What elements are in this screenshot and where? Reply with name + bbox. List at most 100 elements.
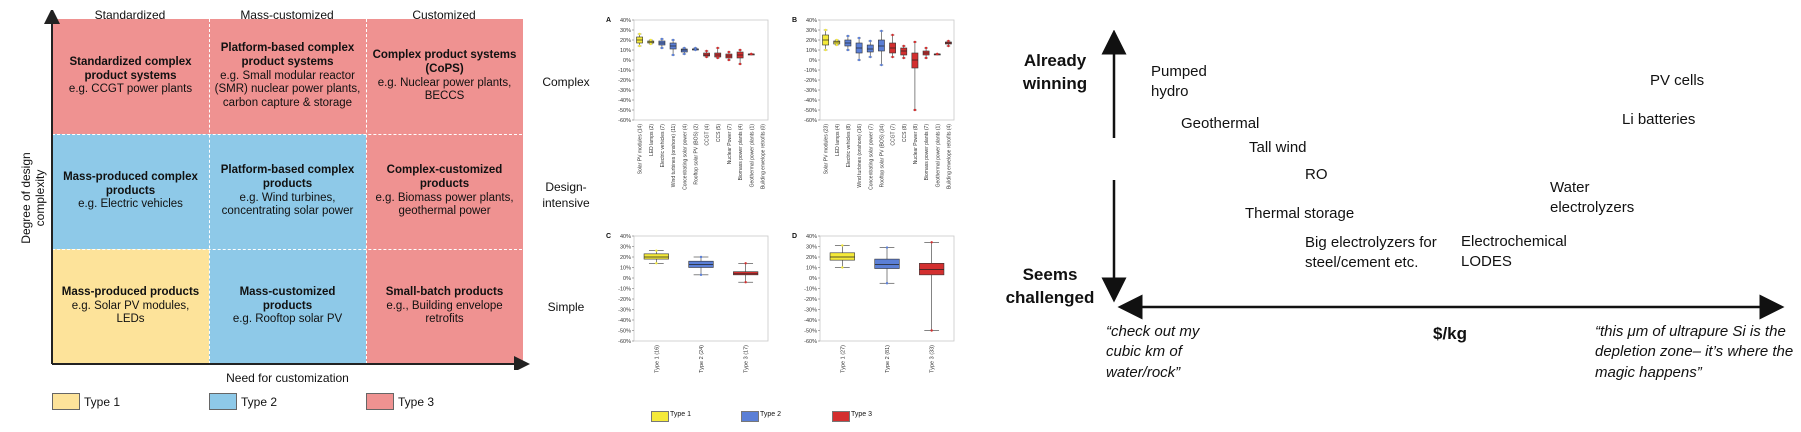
diagram-axes [1101, 30, 1785, 320]
data-point [649, 38, 652, 42]
plot-area [819, 19, 955, 121]
box-iqr [643, 253, 669, 260]
y-tick-label: 40% [620, 18, 631, 24]
data-point [655, 249, 658, 252]
col-header-standardized: Standardized [94, 8, 166, 22]
data-point [638, 44, 641, 48]
cell-example: e.g. Solar PV modules, LEDs [71, 299, 190, 326]
cell-title: Standardized complex product systems [69, 55, 192, 82]
category-label: Rooftop solar PV (BOS) (2) [693, 124, 699, 185]
category-label: Concentrating solar power (4) [682, 124, 688, 190]
data-point [913, 108, 917, 112]
category-label: LED lamps (4) [835, 124, 841, 156]
data-point [649, 42, 652, 46]
data-point [947, 44, 950, 48]
chart-legend-label-type1: Type 1 [670, 411, 692, 418]
cell-example: e.g. Electric vehicles [78, 198, 183, 211]
legend-label-type2: Type 2 [241, 395, 278, 409]
y-tick-label: 20% [620, 38, 631, 44]
grid-divider [209, 19, 210, 364]
y-bottom-label: Seems challenged [1005, 265, 1095, 307]
y-tick-label: 0% [623, 58, 631, 64]
cell-complex-customized: Complex-customized products e.g. Biomass… [366, 134, 523, 249]
data-point [930, 329, 933, 332]
chart-panel-c: 40% 30% 20% 10% 0% -10% -20% -30% -40% -50% -60% Ty… [618, 234, 769, 373]
data-point [857, 58, 861, 62]
box-iqr [833, 40, 841, 45]
cell-example: e.g. Nuclear power plants, BECCS [377, 76, 512, 103]
y-tick-label: 0% [809, 58, 817, 64]
data-point [841, 244, 844, 247]
category-label: CCGT (7) [891, 124, 897, 146]
cell-mass-customized: Mass-customized products e.g. Rooftop so… [209, 249, 366, 364]
data-point [891, 33, 894, 37]
chart-panel-d: 40% 30% 20% 10% 0% -10% -20% -30% -40% -50% -60% Ty… [804, 234, 955, 373]
legend-swatch-type3 [366, 393, 394, 410]
y-tick-label: -40% [804, 98, 817, 104]
data-point [902, 44, 905, 48]
category-label: Type 2 (81) [885, 345, 891, 373]
y-tick-label: 10% [620, 266, 631, 272]
category-label: Type 1 (16) [654, 345, 660, 373]
category-label: Building envelope retrofits (4) [946, 124, 952, 189]
data-point [930, 241, 933, 244]
y-tick-label: 20% [806, 38, 817, 44]
y-tick-label: -40% [618, 318, 631, 324]
data-point [660, 37, 664, 41]
row-label-simple: Simple [547, 300, 585, 314]
y-tick-label: 30% [620, 28, 631, 34]
cell-mass-produced: Mass-produced products e.g. Solar PV mod… [52, 249, 209, 364]
cell-example: e.g. Small modular reactor (SMR) nuclear… [214, 69, 361, 110]
cell-cops: Complex product systems (CoPS) e.g. Nucl… [366, 19, 523, 134]
category-label: Biomass power plants (4) [738, 124, 744, 181]
data-point [880, 29, 883, 33]
data-point [947, 39, 950, 43]
box-iqr [866, 44, 874, 53]
y-tick-label: -20% [804, 297, 817, 303]
cell-title: Complex product systems (CoPS) [372, 48, 517, 75]
y-tick-label: 0% [809, 276, 817, 282]
cell-small-batch: Small-batch products e.g., Building enve… [366, 249, 523, 364]
data-point [683, 46, 686, 50]
cell-platform-complex-products: Platform-based complex products e.g. Win… [209, 134, 366, 249]
y-tick-label: 40% [620, 234, 631, 240]
category-label: Geothermal power plants (1) [935, 124, 941, 188]
chart-legend-swatch-type3 [832, 411, 850, 422]
category-label: Rooftop solar PV (BOS) (34) [879, 124, 885, 188]
chart-legend-label-type3: Type 3 [851, 411, 873, 418]
data-point [869, 39, 872, 43]
data-point [824, 28, 827, 32]
y-tick-label: 40% [806, 18, 817, 24]
chart-panel-a: 40% 30% 20% 10% 0% -10% -20% -30% -40% -50% -60% So… [618, 18, 769, 190]
category-label: Wind turbines (onshore) (16) [857, 124, 863, 188]
data-point [885, 282, 889, 285]
data-point [924, 46, 928, 50]
y-tick-label: -60% [618, 339, 631, 345]
y-tick-label: -30% [804, 88, 817, 94]
data-point [902, 56, 905, 60]
item-pv-cells: PV cells [1650, 72, 1705, 89]
category-label: CCS (8) [902, 124, 908, 142]
y-tick-label: -20% [618, 297, 631, 303]
category-label: Solar PV modules (23) [824, 124, 830, 175]
y-tick-label: 30% [806, 28, 817, 34]
data-point [699, 255, 703, 259]
box-iqr [680, 48, 688, 53]
data-point [705, 49, 708, 53]
data-point [846, 34, 850, 38]
plot-area [633, 19, 769, 121]
category-label: Nuclear Power (8) [913, 124, 919, 165]
data-point [655, 262, 658, 265]
category-label: CCGT (4) [705, 124, 711, 146]
matrix-axes [44, 10, 530, 370]
data-point [869, 55, 872, 59]
data-point [744, 281, 747, 284]
box-iqr [911, 52, 919, 69]
cell-title: Complex-customized products [386, 163, 503, 190]
data-point [738, 62, 742, 66]
chart-legend-swatch-type2 [741, 411, 759, 422]
data-point [671, 53, 675, 57]
data-point [835, 38, 838, 42]
item-ro: RO [1305, 166, 1328, 183]
y-tick-label: -30% [618, 308, 631, 314]
